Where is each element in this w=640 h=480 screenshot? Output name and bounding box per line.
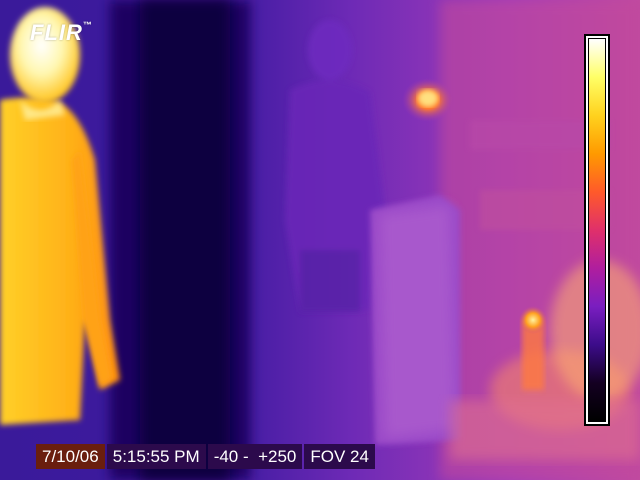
date-readout: 7/10/06 (36, 444, 105, 469)
flir-logo: FLIR™ (30, 20, 93, 46)
logo-trademark: ™ (82, 20, 93, 30)
logo-text: FLIR (30, 20, 83, 45)
time-readout: 5:15:55 PM (106, 444, 206, 469)
fov-readout: FOV 24 (304, 444, 375, 469)
status-bar: 7/10/06 5:15:55 PM -40 - +250 FOV 24 (36, 444, 377, 469)
color-scale-gradient (588, 38, 606, 422)
temperature-range-readout: -40 - +250 (207, 444, 303, 469)
temperature-color-scale (584, 34, 610, 426)
